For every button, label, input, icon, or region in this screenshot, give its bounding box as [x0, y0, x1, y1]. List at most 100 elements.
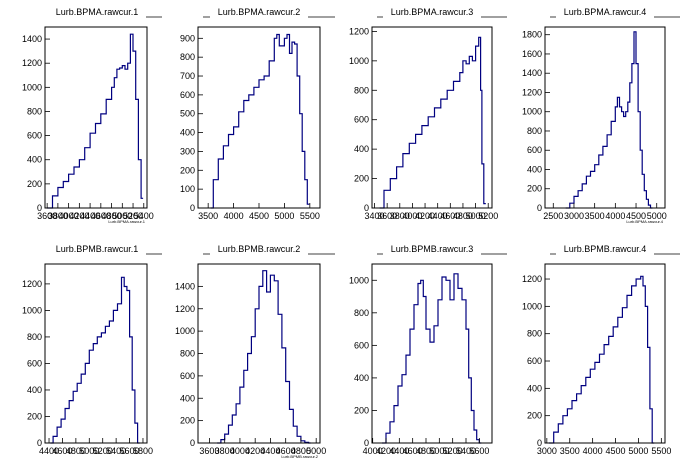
- y-tick-label: 0: [37, 203, 42, 213]
- y-tick-label: 600: [180, 371, 195, 381]
- histogram-panel-2: Lurb.BPMA.rawcur.2 3500 4000 4500 5000 5500 0 1…: [180, 5, 335, 221]
- y-tick-label: 800: [180, 349, 195, 359]
- chart-title: Lurb.BPMB.rawcur.2: [218, 244, 301, 254]
- title-box: [383, 5, 481, 19]
- plot-frame: [44, 263, 148, 444]
- x-tick-label: 5000: [466, 211, 486, 221]
- chart-title: Lurb.BPMB.rawcur.3: [391, 244, 474, 254]
- x-tick-label: 4400: [389, 446, 409, 456]
- x-tick-label: 5200: [443, 446, 463, 456]
- y-tick-label: 500: [180, 109, 195, 119]
- chart-title: Lurb.BPMA.rawcur.2: [218, 7, 301, 17]
- y-tick-label: 1000: [349, 56, 369, 66]
- histogram-series: [382, 273, 482, 444]
- x-tick-label: 4400: [80, 211, 100, 221]
- x-tick-label: 5600: [120, 446, 140, 456]
- x-tick-label: 4000: [230, 446, 250, 456]
- y-tick-label: 1800: [522, 30, 542, 40]
- x-tick-label: 4600: [276, 446, 296, 456]
- y-tick-label: 800: [527, 126, 542, 136]
- chart-title: Lurb.BPMA.rawcur.1: [56, 7, 139, 17]
- y-tick-label: 300: [180, 146, 195, 156]
- x-tick-label: 4600: [91, 211, 111, 221]
- x-tick-label: 5000: [647, 211, 667, 221]
- y-tick-label: 0: [364, 438, 369, 448]
- y-tick-label: 1000: [522, 107, 542, 117]
- title-box: [556, 242, 654, 256]
- title-box: [556, 5, 654, 19]
- title-box: [383, 242, 481, 256]
- plot-frame: [544, 263, 666, 444]
- y-tick-label: 1000: [22, 82, 42, 92]
- y-tick-label: 800: [354, 85, 369, 95]
- y-tick-label: 600: [180, 90, 195, 100]
- x-tick-label: 4000: [363, 446, 383, 456]
- y-tick-label: 100: [180, 184, 195, 194]
- x-tick-label: 3500: [560, 446, 580, 456]
- histogram-series: [379, 36, 486, 209]
- x-tick-label: 4400: [260, 446, 280, 456]
- x-axis-title: Lurb.BPMA.rawcur.4: [626, 219, 663, 224]
- x-tick-label: 4800: [453, 211, 473, 221]
- y-tick-label: 1400: [22, 34, 42, 44]
- x-axis-title: Lurb.BPMA.rawcur.1: [108, 219, 145, 224]
- histogram-series: [50, 276, 140, 444]
- x-tick-label: 3800: [215, 446, 235, 456]
- y-tick-label: 600: [27, 131, 42, 141]
- y-tick-label: 400: [354, 373, 369, 383]
- y-tick-label: 400: [27, 155, 42, 165]
- y-tick-label: 200: [180, 165, 195, 175]
- x-tick-label: 4000: [605, 211, 625, 221]
- x-tick-label: 4800: [291, 446, 311, 456]
- y-tick-label: 800: [354, 308, 369, 318]
- y-tick-label: 600: [527, 356, 542, 366]
- y-tick-label: 400: [180, 393, 195, 403]
- y-tick-label: 1200: [22, 279, 42, 289]
- x-tick-label: 4800: [416, 446, 436, 456]
- histogram-panel-6: Lurb.BPMB.rawcur.23600380040004200440046…: [175, 242, 335, 459]
- plot-frame: [44, 26, 148, 209]
- y-tick-label: 600: [527, 145, 542, 155]
- y-tick-label: 0: [190, 438, 195, 448]
- x-tick-label: 4000: [59, 211, 79, 221]
- x-tick-label: 4400: [428, 211, 448, 221]
- x-tick-label: 4600: [52, 446, 72, 456]
- x-tick-label: 4200: [376, 446, 396, 456]
- x-tick-label: 4000: [224, 211, 244, 221]
- y-tick-label: 400: [27, 385, 42, 395]
- y-tick-label: 1200: [522, 274, 542, 284]
- y-tick-label: 200: [527, 411, 542, 421]
- histogram-series: [565, 31, 653, 209]
- x-tick-label: 3600: [37, 211, 57, 221]
- plot-frame: [371, 263, 493, 444]
- y-tick-label: 200: [27, 411, 42, 421]
- histogram-series: [47, 33, 144, 209]
- x-tick-label: 4600: [403, 446, 423, 456]
- x-tick-label: 3000: [537, 446, 557, 456]
- x-tick-label: 4200: [245, 446, 265, 456]
- y-tick-label: 1200: [22, 58, 42, 68]
- x-tick-label: 3800: [390, 211, 410, 221]
- y-tick-label: 400: [527, 383, 542, 393]
- x-tick-label: 3600: [377, 211, 397, 221]
- y-tick-label: 1000: [22, 305, 42, 315]
- y-tick-label: 200: [180, 416, 195, 426]
- y-tick-label: 400: [527, 164, 542, 174]
- x-tick-label: 5200: [123, 211, 143, 221]
- x-tick-label: 5000: [274, 211, 294, 221]
- y-tick-label: 1000: [349, 275, 369, 285]
- x-tick-label: 5800: [133, 446, 153, 456]
- chart-title: Lurb.BPMB.rawcur.1: [56, 244, 139, 254]
- x-tick-label: 3500: [198, 211, 218, 221]
- y-tick-label: 700: [180, 71, 195, 81]
- x-tick-label: 5000: [429, 446, 449, 456]
- x-tick-label: 4500: [626, 211, 646, 221]
- x-tick-label: 5000: [79, 446, 99, 456]
- y-tick-label: 0: [537, 438, 542, 448]
- histogram-panel-7: Lurb.BPMB.rawcur.34000420044004600480050…: [349, 242, 507, 456]
- x-tick-label: 3000: [564, 211, 584, 221]
- y-tick-label: 800: [27, 332, 42, 342]
- x-tick-label: 4500: [606, 446, 626, 456]
